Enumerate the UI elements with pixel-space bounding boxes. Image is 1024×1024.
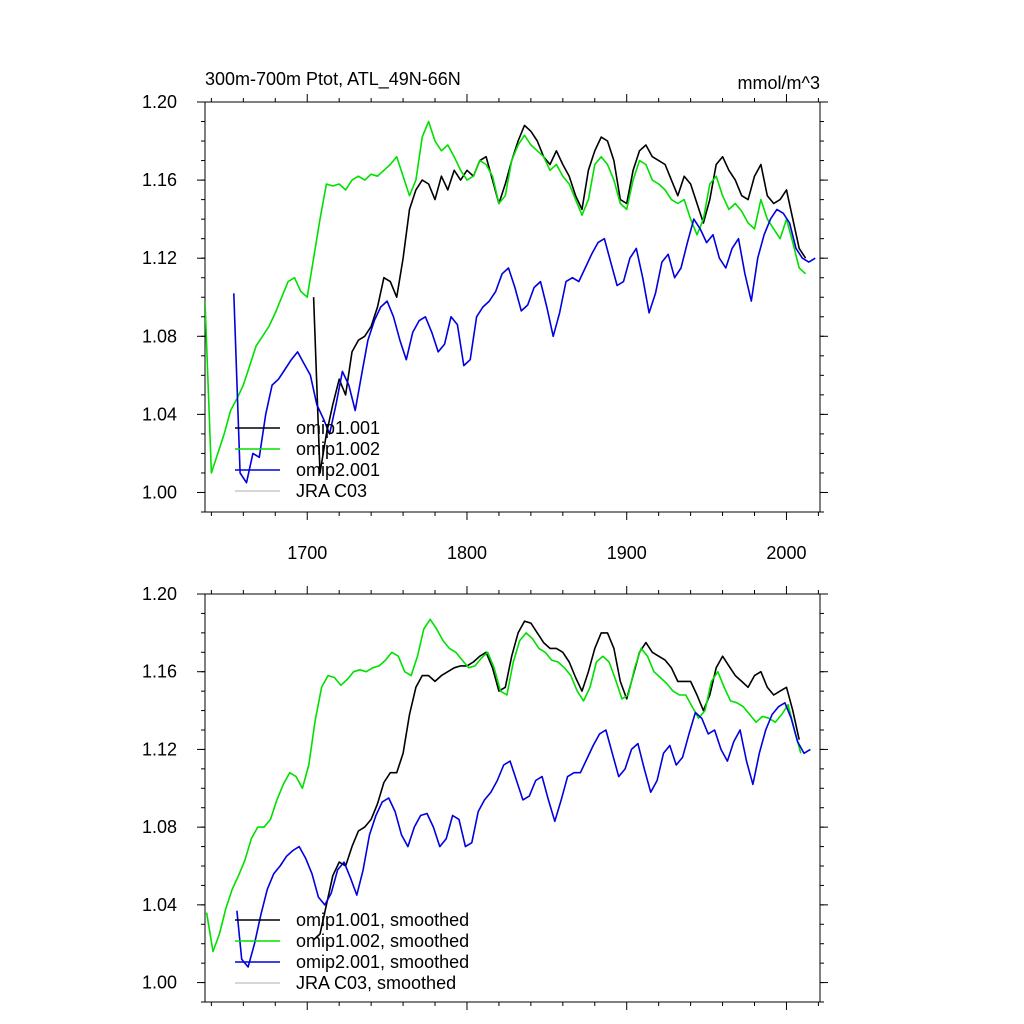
series-line-2: [236, 701, 811, 968]
y-tick-label: 1.16: [142, 170, 177, 190]
y-tick-label: 1.04: [142, 404, 177, 424]
y-tick-label: 1.12: [142, 739, 177, 759]
series-line-1: [205, 618, 802, 953]
x-tick-label: 2000: [766, 543, 806, 563]
x-tick-label: 1900: [607, 543, 647, 563]
series-line-0: [313, 620, 800, 941]
legend-label-3: JRA C03: [296, 481, 367, 501]
plot-frame: [204, 593, 821, 1003]
y-tick-label: 1.00: [142, 482, 177, 502]
legend-label-0: omip1.001, smoothed: [296, 910, 469, 930]
legend-label-2: omip2.001, smoothed: [296, 952, 469, 972]
series-line-0: [312, 124, 807, 474]
y-tick-label: 1.20: [142, 92, 177, 112]
chart-title: 300m-700m Ptot, ATL_49N-66N: [205, 69, 461, 90]
y-tick-label: 1.08: [142, 817, 177, 837]
y-tick-label: 1.04: [142, 895, 177, 915]
series-line-1: [205, 120, 807, 474]
units-label: mmol/m^3: [738, 73, 820, 93]
legend-label-2: omip2.001: [296, 460, 380, 480]
top-chart-panel: 1.00 1.04 1.08 1.12 1.16 1.20 1700 1800 1900 2000…: [142, 69, 828, 563]
y-tick-label: 1.08: [142, 326, 177, 346]
y-tick-label: 1.20: [142, 584, 177, 604]
y-tick-label: 1.16: [142, 662, 177, 682]
legend-label-3: JRA C03, smoothed: [296, 973, 456, 993]
x-tick-label: 1800: [447, 543, 487, 563]
x-tick-label: 1700: [287, 543, 327, 563]
bottom-chart-panel: 1.00 1.04 1.08 1.12 1.16 1.20 omip1.001, smoot…: [142, 584, 828, 1010]
legend-label-0: omip1.001: [296, 418, 380, 438]
y-tick-label: 1.12: [142, 248, 177, 268]
legend-label-1: omip1.002, smoothed: [296, 931, 469, 951]
y-tick-label: 1.00: [142, 973, 177, 993]
legend-label-1: omip1.002: [296, 439, 380, 459]
series-line-2: [233, 208, 816, 484]
